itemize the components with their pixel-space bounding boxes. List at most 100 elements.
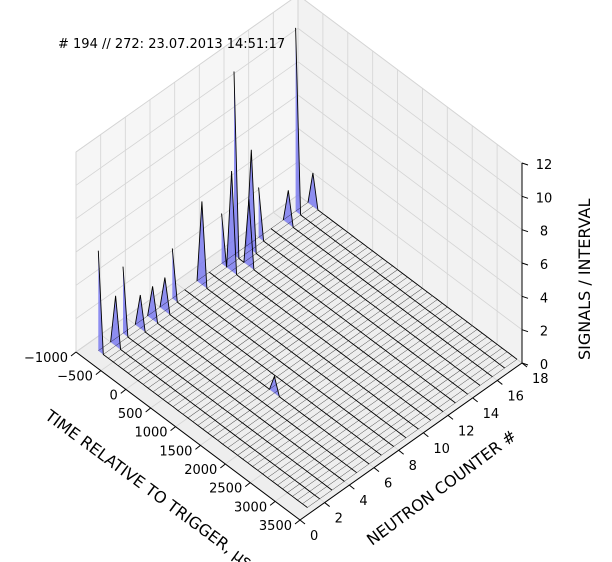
surface-cross-line (237, 306, 448, 456)
y-tick-mark (497, 380, 503, 385)
y-tick-label: 0 (310, 529, 318, 544)
z-axis-label: SIGNALS / INTERVAL (575, 199, 594, 361)
surface-cross-line (137, 232, 348, 381)
x-tick-mark (120, 388, 127, 394)
surface-cross-line (123, 220, 333, 370)
z-tick-label: 0 (540, 358, 548, 373)
x-axis-line (75, 351, 301, 521)
x-tick-label: 3000 (234, 500, 267, 515)
surface-cross-line (302, 355, 513, 505)
z-tick-mark (521, 262, 529, 266)
surface-cross-line (192, 273, 403, 422)
surface-cross-line (267, 329, 478, 478)
y-tick-label: 12 (458, 424, 475, 439)
axes-panes (75, 0, 523, 521)
surface-cross-line (282, 340, 493, 490)
surface-cross-line (142, 235, 353, 385)
x-tick-label: −500 (57, 370, 93, 385)
x-tick-mark (294, 519, 301, 525)
surface-cross-line (113, 213, 324, 363)
surface-cross-line (98, 202, 309, 351)
surface-cross-line (297, 351, 508, 501)
surface-cross-line (152, 243, 363, 393)
surface-cross-line (172, 258, 383, 407)
z-tick-label: 6 (540, 258, 548, 273)
y-tick-mark (299, 519, 306, 525)
z-tick-label: 8 (540, 225, 548, 240)
surface-cross-line (207, 284, 418, 434)
x-tick-label: 2000 (184, 463, 217, 478)
grid-line-z (75, 61, 523, 231)
surface-cross-line (232, 303, 443, 452)
y-tick-mark (398, 449, 404, 455)
y-tick-mark (324, 502, 330, 507)
surface-cross-line (217, 291, 428, 441)
z-tick-mark (521, 295, 529, 299)
surface-cross-line (162, 250, 373, 400)
z-tick-mark (521, 362, 529, 366)
surface-cross-line (182, 265, 393, 415)
surface-cross-line (292, 347, 503, 497)
y-tick-label: 4 (359, 494, 367, 509)
x-tick-label: 1000 (134, 426, 167, 441)
y-tick-mark (447, 414, 454, 420)
y-tick-label: 6 (384, 477, 392, 492)
surface-cross-line (197, 276, 408, 426)
tick-labels: −1000−5000500100015002000250030003500024… (24, 158, 552, 544)
x-tick-label: 2500 (209, 482, 242, 497)
surface-plot (97, 27, 518, 508)
y-tick-label: 18 (532, 372, 549, 387)
surface-cross-line (202, 280, 413, 430)
z-tick-mark (521, 229, 529, 233)
z-tick-label: 10 (536, 191, 553, 206)
surface-cross-line (187, 269, 398, 419)
x-tick-label: −1000 (24, 351, 68, 366)
surface-cross-line (147, 239, 358, 389)
y-tick-label: 2 (335, 512, 343, 527)
grid-line-z (75, 27, 523, 197)
x-tick-mark (170, 426, 176, 432)
x-tick-label: 0 (109, 388, 117, 403)
surface-cross-line (227, 299, 438, 449)
surface-cross-line (212, 288, 423, 437)
surface-cross-line (118, 217, 329, 366)
surface-cross-line (272, 332, 483, 482)
surface-cross-line (262, 325, 473, 475)
surface-cross-line (222, 295, 433, 445)
y-tick-label: 14 (483, 407, 500, 422)
y-tick-mark (423, 432, 429, 438)
surface-cross-line (157, 247, 368, 396)
surface-cross-line (167, 254, 378, 404)
x-tick-mark (220, 463, 226, 469)
surface-cross-line (287, 344, 498, 493)
z-tick-label: 4 (540, 291, 548, 306)
y-tick-mark (472, 397, 478, 403)
x-tick-mark (70, 351, 77, 357)
x-tick-mark (195, 444, 201, 450)
surface-cross-line (108, 209, 319, 359)
z-tick-mark (521, 195, 529, 199)
z-tick-mark (521, 329, 529, 333)
surface-cross-line (177, 261, 388, 411)
surface-cross-line (277, 336, 488, 486)
y-tick-label: 8 (409, 459, 417, 474)
surface-cross-line (128, 224, 338, 374)
surface-cross-line (103, 205, 314, 355)
surface-cross-line (307, 359, 518, 508)
x-tick-label: 1500 (159, 444, 192, 459)
x-tick-mark (95, 370, 102, 376)
surface-cross-line (247, 314, 458, 463)
surface-cross-line (132, 228, 343, 378)
surface-cross-line (242, 310, 453, 460)
z-tick-label: 2 (540, 325, 548, 340)
grid-line-z (75, 94, 523, 264)
grid-line-z (75, 0, 523, 164)
z-tick-mark (521, 162, 529, 166)
surface-cross-line (252, 317, 463, 467)
x-tick-mark (244, 482, 251, 488)
x-tick-mark (145, 407, 151, 413)
x-tick-label: 3500 (259, 519, 292, 534)
y-tick-mark (373, 467, 380, 473)
z-tick-label: 12 (536, 158, 553, 173)
